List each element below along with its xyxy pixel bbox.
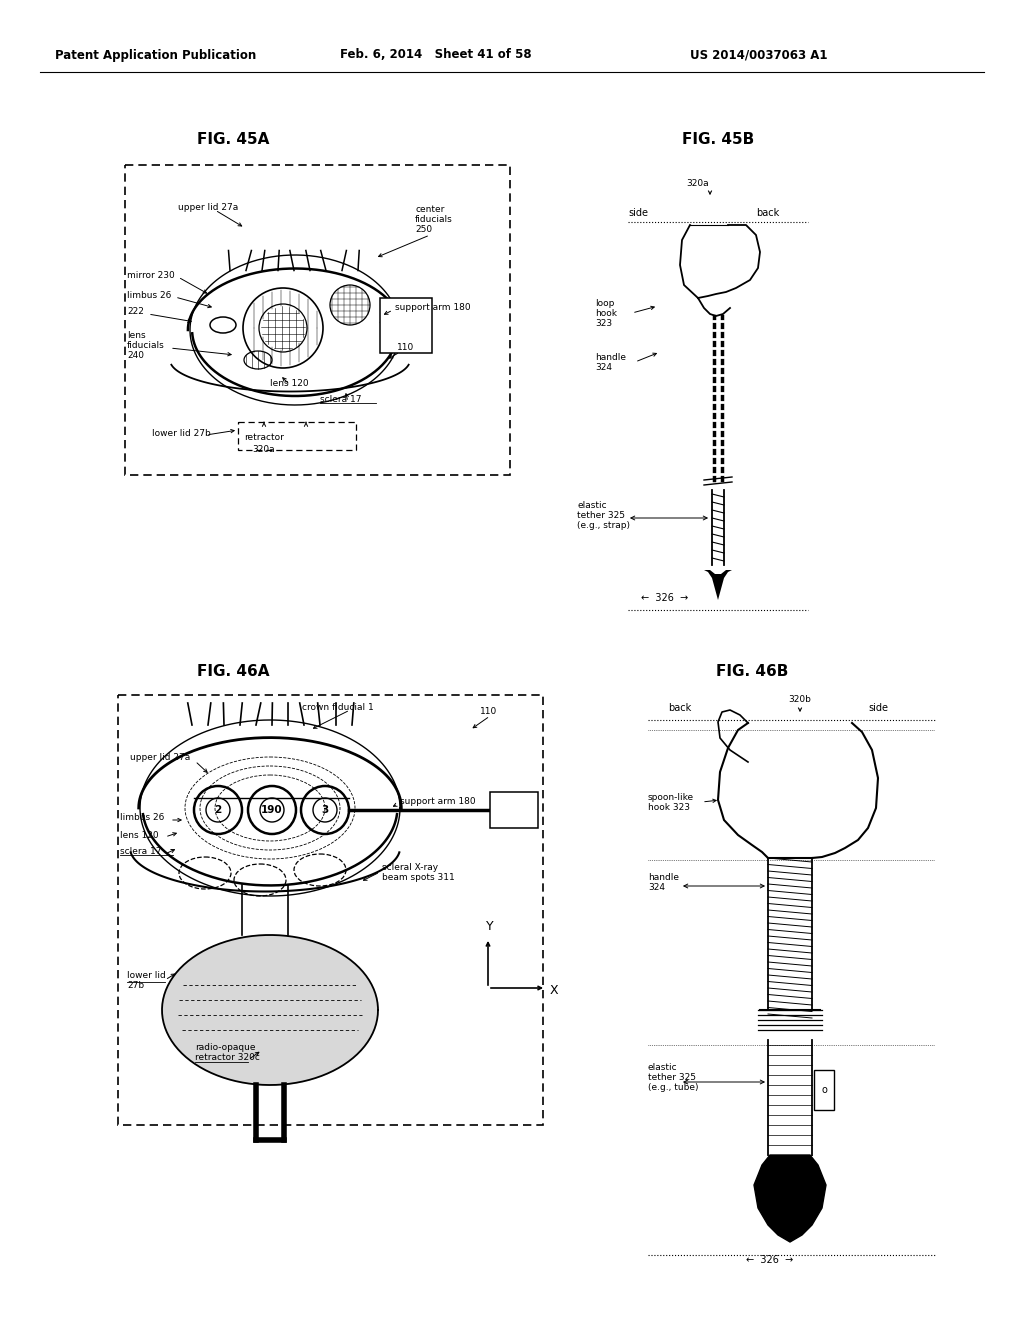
Text: handle: handle xyxy=(648,874,679,883)
Text: fiducials: fiducials xyxy=(415,215,453,224)
Text: upper lid 27a: upper lid 27a xyxy=(178,202,239,211)
Text: hook: hook xyxy=(595,309,617,318)
Polygon shape xyxy=(754,1155,826,1242)
Text: 27b: 27b xyxy=(127,981,144,990)
Text: US 2014/0037063 A1: US 2014/0037063 A1 xyxy=(690,49,827,62)
Text: handle: handle xyxy=(595,354,626,363)
Text: 3: 3 xyxy=(322,805,329,814)
Text: radio-opaque: radio-opaque xyxy=(195,1044,256,1052)
Text: lens: lens xyxy=(127,330,145,339)
Text: hook 323: hook 323 xyxy=(648,804,690,813)
Text: upper lid 27a: upper lid 27a xyxy=(130,754,190,763)
Text: fiducials: fiducials xyxy=(127,341,165,350)
Text: support arm 180: support arm 180 xyxy=(400,797,475,807)
Text: support arm 180: support arm 180 xyxy=(395,304,471,313)
Text: 190: 190 xyxy=(261,805,283,814)
Text: tether 325: tether 325 xyxy=(577,511,625,520)
Text: 324: 324 xyxy=(648,883,665,892)
Text: elastic: elastic xyxy=(577,500,606,510)
Text: 323: 323 xyxy=(595,318,612,327)
Text: X: X xyxy=(550,983,559,997)
Text: 240: 240 xyxy=(127,351,144,359)
Text: back: back xyxy=(669,704,691,713)
Text: limbus 26: limbus 26 xyxy=(127,290,171,300)
Text: scleral X-ray: scleral X-ray xyxy=(382,863,438,873)
Bar xyxy=(380,298,432,352)
Text: retractor: retractor xyxy=(244,433,284,442)
Text: lower lid 27b: lower lid 27b xyxy=(152,429,211,437)
Text: FIG. 46B: FIG. 46B xyxy=(716,664,788,680)
Text: mirror 230: mirror 230 xyxy=(127,271,175,280)
Text: 320b: 320b xyxy=(788,696,811,705)
Polygon shape xyxy=(705,570,732,601)
Text: 320a: 320a xyxy=(253,445,275,454)
Bar xyxy=(814,1071,834,1110)
Text: 324: 324 xyxy=(595,363,612,372)
Text: 110: 110 xyxy=(397,343,415,352)
Text: 250: 250 xyxy=(415,226,432,235)
Text: loop: loop xyxy=(595,298,614,308)
Text: sclera 17: sclera 17 xyxy=(120,847,162,857)
Text: retractor 320c: retractor 320c xyxy=(195,1053,260,1063)
Text: Feb. 6, 2014   Sheet 41 of 58: Feb. 6, 2014 Sheet 41 of 58 xyxy=(340,49,531,62)
Text: (e.g., strap): (e.g., strap) xyxy=(577,520,630,529)
Text: (e.g., tube): (e.g., tube) xyxy=(648,1084,698,1093)
Text: Patent Application Publication: Patent Application Publication xyxy=(55,49,256,62)
Bar xyxy=(125,165,510,475)
Text: FIG. 45A: FIG. 45A xyxy=(197,132,269,148)
Text: tether 325: tether 325 xyxy=(648,1073,696,1082)
Bar xyxy=(490,792,538,828)
Text: lens 120: lens 120 xyxy=(120,830,159,840)
Text: sclera 17: sclera 17 xyxy=(319,396,361,404)
Text: o: o xyxy=(821,1085,827,1096)
Text: back: back xyxy=(757,209,779,218)
Text: FIG. 45B: FIG. 45B xyxy=(682,132,754,148)
Text: Y: Y xyxy=(486,920,494,933)
Text: lens 120: lens 120 xyxy=(270,379,308,388)
Text: 320a: 320a xyxy=(687,178,710,187)
Text: center: center xyxy=(415,206,444,214)
Bar xyxy=(238,422,356,450)
Text: elastic: elastic xyxy=(648,1064,678,1072)
Text: ←  326  →: ← 326 → xyxy=(746,1255,794,1265)
Text: side: side xyxy=(868,704,888,713)
Text: limbus 26: limbus 26 xyxy=(120,813,165,822)
Polygon shape xyxy=(162,935,378,1085)
Text: spoon-like: spoon-like xyxy=(648,793,694,803)
Text: lower lid: lower lid xyxy=(127,970,166,979)
Text: crown fiducial 1: crown fiducial 1 xyxy=(302,702,374,711)
Text: 110: 110 xyxy=(480,708,498,717)
Text: 222: 222 xyxy=(127,308,144,317)
Text: side: side xyxy=(628,209,648,218)
Text: beam spots 311: beam spots 311 xyxy=(382,874,455,883)
Text: ←  326  →: ← 326 → xyxy=(641,593,688,603)
Text: FIG. 46A: FIG. 46A xyxy=(197,664,269,680)
Text: 2: 2 xyxy=(214,805,221,814)
Bar xyxy=(118,696,543,1125)
